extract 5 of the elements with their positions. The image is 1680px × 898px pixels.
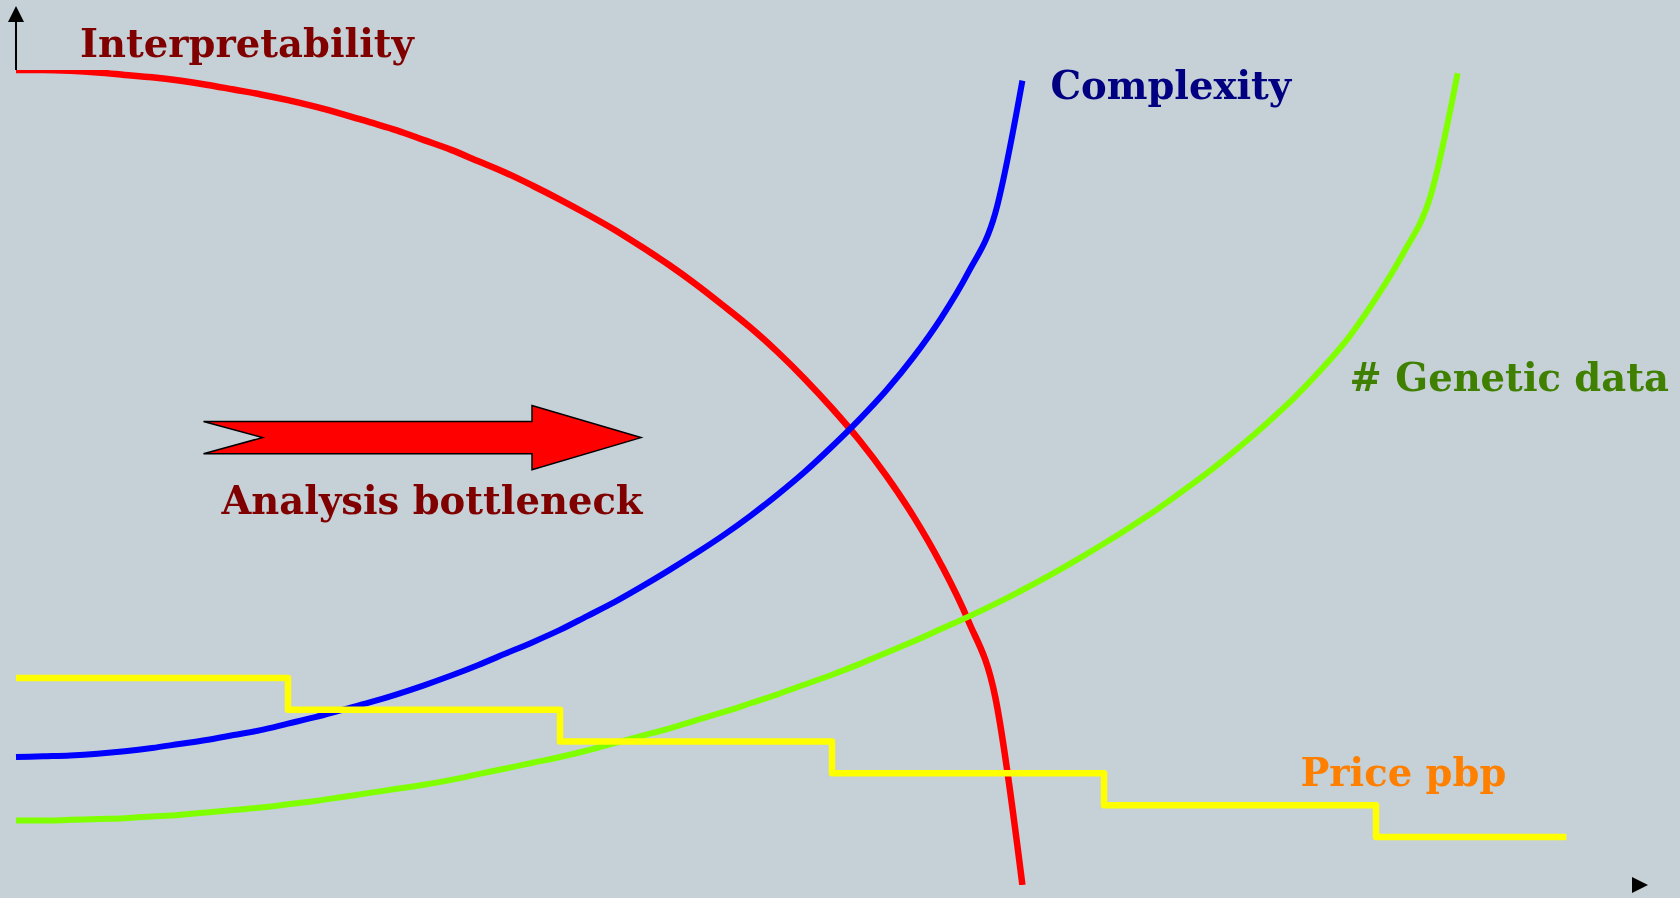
series-label: Price pbp (1300, 750, 1507, 796)
series-label: Interpretability (80, 21, 416, 66)
annotation: Analysis bottleneck (220, 478, 644, 523)
series-label: Complexity (1050, 62, 1293, 108)
series-label: # Genetic data (1349, 355, 1670, 401)
